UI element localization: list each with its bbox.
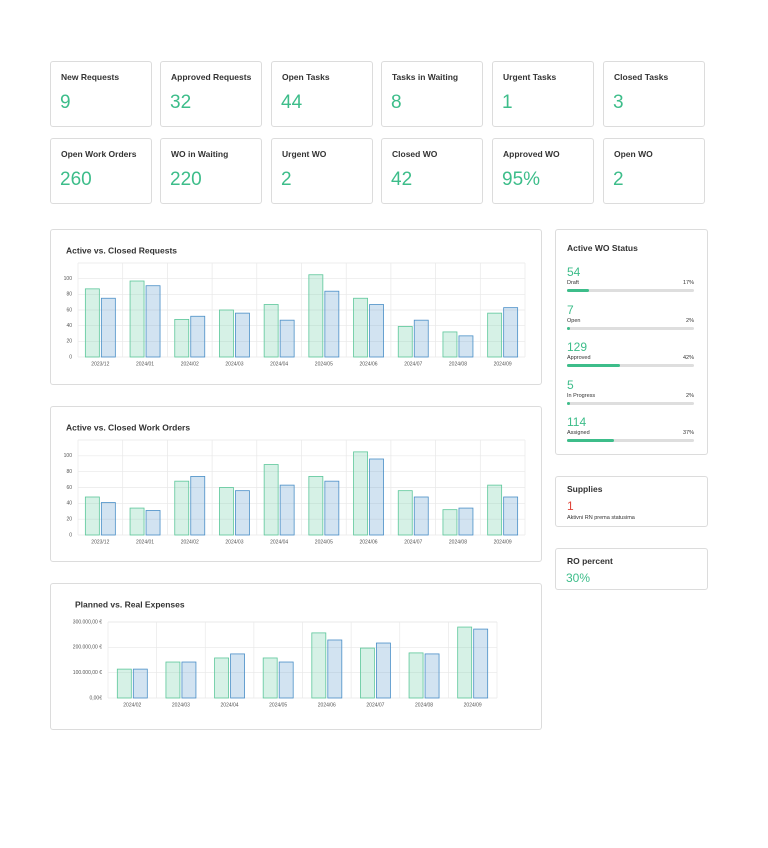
stat-title: WO in Waiting (171, 149, 229, 159)
status-label: In Progress (567, 392, 596, 399)
status-label: Assigned (567, 430, 590, 436)
panel-title: RO percent (567, 556, 613, 566)
stat-card: New Requests 9 (50, 61, 152, 127)
stat-value: 2 (281, 169, 292, 190)
stat-value: 44 (281, 92, 303, 113)
progress-fill (567, 364, 621, 367)
status-panel: Active WO Status 54 Draft 17% 7 Open 2% 129 App… (555, 229, 708, 455)
stat-card: Closed WO 42 (381, 138, 483, 204)
stat-value: 220 (170, 169, 202, 190)
stat-card: Approved Requests 32 (160, 61, 262, 127)
progress-track (567, 401, 694, 405)
progress-track (567, 439, 694, 442)
status-percent: 42% (682, 355, 694, 361)
status-percent: 2% (686, 317, 694, 324)
stat-card: Closed Tasks 3 (603, 61, 705, 127)
status-label: Draft (567, 280, 579, 286)
status-count: 54 (567, 265, 581, 279)
stat-card: WO in Waiting 220 (160, 138, 262, 204)
supplies-caption: Aktivni RN prema statusima (567, 515, 635, 521)
status-count: 129 (567, 340, 588, 354)
stat-card: Open WO 2 (603, 138, 705, 204)
panel-title: Active WO Status (567, 243, 638, 253)
stat-title: Open Tasks (282, 72, 330, 82)
status-count: 5 (567, 377, 574, 392)
stat-card: Urgent WO 2 (271, 138, 373, 204)
chart-panel (50, 229, 542, 385)
stat-card: Urgent Tasks 1 (492, 61, 594, 127)
stat-value: 32 (170, 92, 192, 113)
stat-title: Tasks in Waiting (392, 72, 459, 82)
stat-value: 3 (613, 92, 624, 113)
status-percent: 17% (682, 280, 694, 286)
stat-title: Urgent Tasks (503, 72, 557, 82)
supplies-value: 1 (567, 499, 574, 513)
stat-title: Urgent WO (282, 149, 327, 159)
progress-track (567, 289, 694, 292)
status-count: 114 (567, 415, 587, 429)
stat-value: 8 (391, 92, 402, 113)
status-percent: 2% (686, 392, 694, 399)
status-count: 7 (567, 302, 574, 317)
stat-card: Tasks in Waiting 8 (381, 61, 483, 127)
stat-card: Approved WO 95% (492, 138, 594, 204)
chart-panel (50, 406, 542, 562)
chart-panel (50, 583, 542, 730)
status-percent: 37% (682, 430, 694, 436)
status-label: Approved (567, 355, 591, 361)
stat-value: 9 (60, 92, 71, 113)
stat-title: Open WO (614, 149, 653, 159)
stat-card: Open Work Orders 260 (50, 138, 152, 204)
progress-fill (567, 439, 614, 442)
ro-value: 30% (566, 571, 591, 585)
stat-title: Closed Tasks (614, 72, 669, 82)
stat-card: Open Tasks 44 (271, 61, 373, 127)
panel-title: Supplies (567, 484, 603, 494)
progress-track (567, 364, 694, 367)
stat-title: Approved WO (503, 149, 560, 159)
stat-value: 95% (502, 169, 541, 190)
progress-fill (567, 326, 570, 330)
supplies-panel: Supplies 1 Aktivni RN prema statusima (555, 476, 708, 527)
progress-fill (567, 401, 570, 405)
stat-value: 42 (391, 169, 413, 190)
progress-track (567, 326, 694, 330)
stat-value: 1 (502, 92, 513, 113)
ro-panel: RO percent 30% (555, 548, 708, 590)
status-label: Open (567, 317, 581, 324)
stat-value: 2 (613, 169, 624, 190)
stat-value: 260 (60, 169, 92, 190)
progress-fill (567, 289, 589, 292)
stat-title: New Requests (61, 72, 120, 82)
stat-title: Closed WO (392, 149, 438, 159)
stat-title: Open Work Orders (61, 149, 137, 159)
stat-title: Approved Requests (171, 72, 252, 82)
